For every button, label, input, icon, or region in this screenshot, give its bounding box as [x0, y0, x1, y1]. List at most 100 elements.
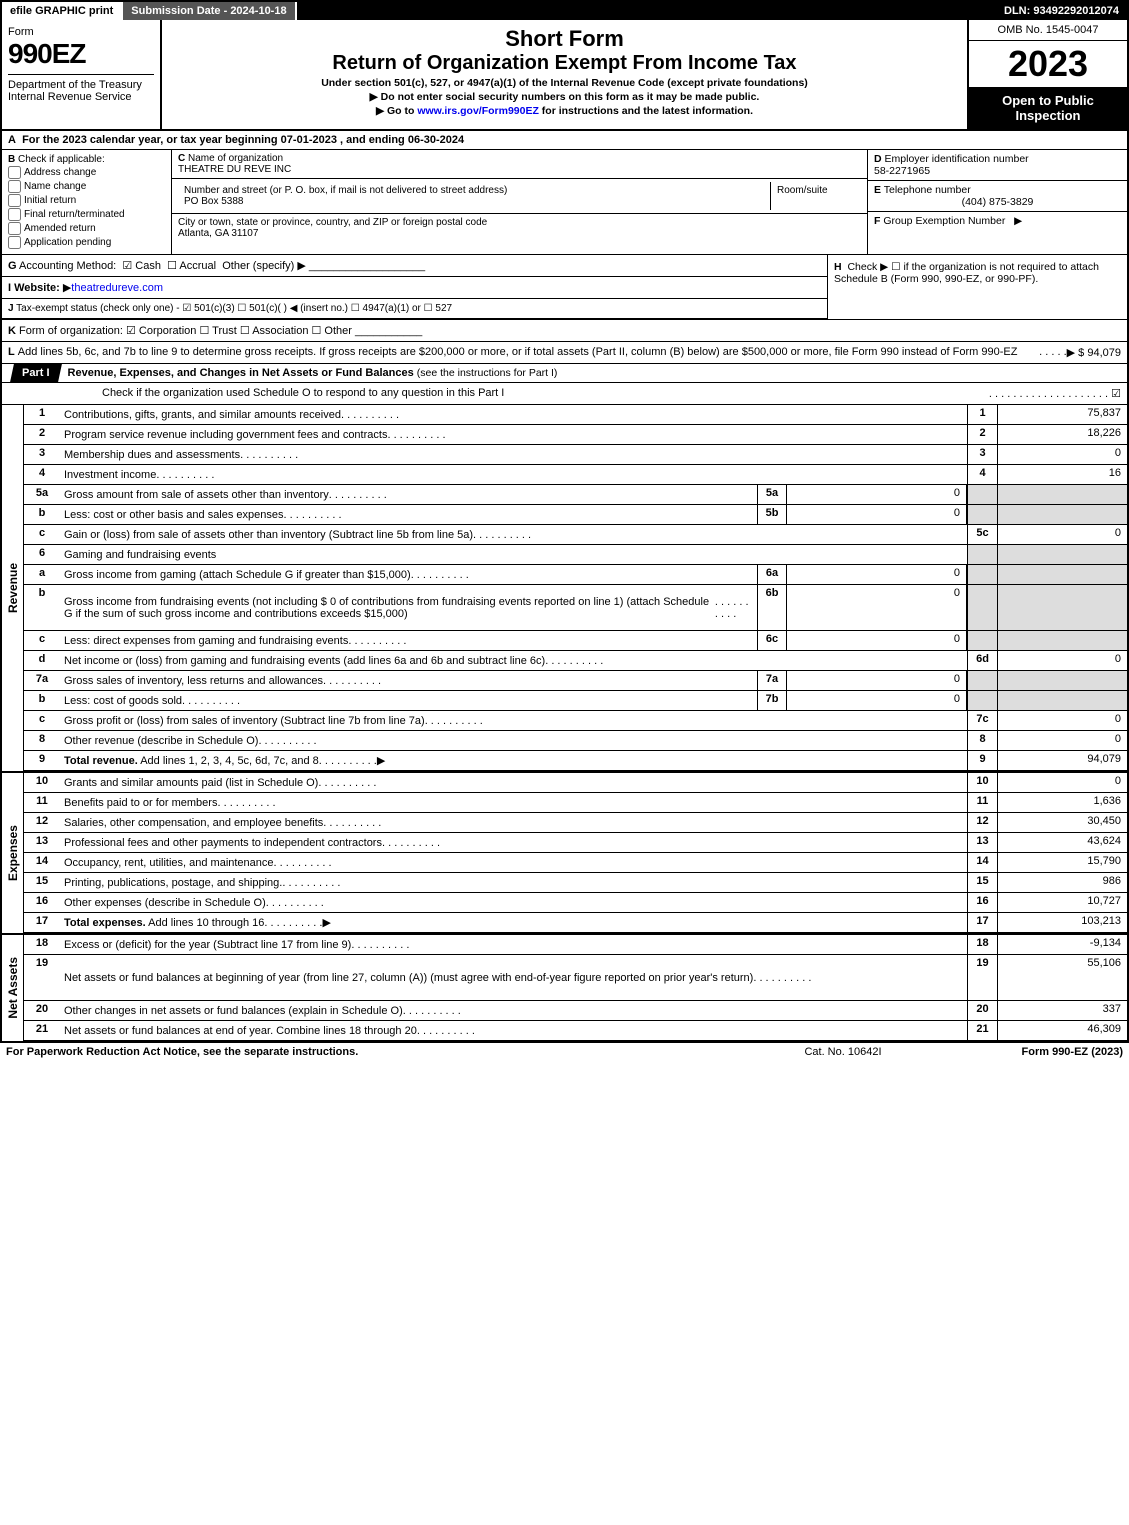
org-city: Atlanta, GA 31107	[178, 228, 258, 239]
value-11: 1,636	[997, 793, 1127, 812]
org-addr: PO Box 5388	[184, 196, 243, 207]
value-a	[997, 565, 1127, 584]
org-name: THEATRE DU REVE INC	[178, 164, 291, 175]
line-2: 2Program service revenue including gover…	[24, 425, 1127, 445]
value-7a	[997, 671, 1127, 690]
line-21: 21Net assets or fund balances at end of …	[24, 1021, 1127, 1041]
line-20: 20Other changes in net assets or fund ba…	[24, 1001, 1127, 1021]
line-12: 12Salaries, other compensation, and empl…	[24, 813, 1127, 833]
tax-year: 2023	[969, 41, 1127, 87]
value-b	[997, 585, 1127, 630]
footer: For Paperwork Reduction Act Notice, see …	[0, 1043, 1129, 1061]
value-c	[997, 631, 1127, 650]
value-20: 337	[997, 1001, 1127, 1020]
dept: Department of the Treasury Internal Reve…	[8, 74, 154, 103]
value-1: 75,837	[997, 405, 1127, 424]
open-inspection: Open to Public Inspection	[969, 87, 1127, 129]
line-15: 15Printing, publications, postage, and s…	[24, 873, 1127, 893]
value-12: 30,450	[997, 813, 1127, 832]
value-4: 16	[997, 465, 1127, 484]
line-c: cGain or (loss) from sale of assets othe…	[24, 525, 1127, 545]
room-suite: Room/suite	[771, 182, 861, 210]
line-13: 13Professional fees and other payments t…	[24, 833, 1127, 853]
line-9: 9Total revenue. Add lines 1, 2, 3, 4, 5c…	[24, 751, 1127, 771]
ssn-warning: ▶ Do not enter social security numbers o…	[168, 91, 961, 103]
value-5a	[997, 485, 1127, 504]
value-17: 103,213	[997, 913, 1127, 932]
under-section: Under section 501(c), 527, or 4947(a)(1)…	[168, 77, 961, 89]
revenue-section: Revenue 1Contributions, gifts, grants, a…	[2, 405, 1127, 771]
line-4: 4Investment income . . . . . . . . . .41…	[24, 465, 1127, 485]
check-name-change[interactable]: Name change	[8, 180, 165, 193]
value-3: 0	[997, 445, 1127, 464]
form-header: Form 990EZ Department of the Treasury In…	[2, 20, 1127, 131]
line-d: dNet income or (loss) from gaming and fu…	[24, 651, 1127, 671]
value-21: 46,309	[997, 1021, 1127, 1040]
line-19: 19Net assets or fund balances at beginni…	[24, 955, 1127, 1001]
line-14: 14Occupancy, rent, utilities, and mainte…	[24, 853, 1127, 873]
phone: (404) 875-3829	[874, 196, 1121, 208]
efile-print[interactable]: efile GRAPHIC print	[2, 2, 123, 20]
value-15: 986	[997, 873, 1127, 892]
check-address-change[interactable]: Address change	[8, 166, 165, 179]
line-a: aGross income from gaming (attach Schedu…	[24, 565, 1127, 585]
line-7a: 7aGross sales of inventory, less returns…	[24, 671, 1127, 691]
line-8: 8Other revenue (describe in Schedule O) …	[24, 731, 1127, 751]
short-form: Short Form	[168, 26, 961, 52]
value-18: -9,134	[997, 935, 1127, 954]
value-6	[997, 545, 1127, 564]
line-H: H Check ▶ ☐ if the organization is not r…	[827, 255, 1127, 319]
value-10: 0	[997, 773, 1127, 792]
line-b: bGross income from fundraising events (n…	[24, 585, 1127, 631]
line-1: 1Contributions, gifts, grants, and simil…	[24, 405, 1127, 425]
form-container: efile GRAPHIC print Submission Date - 20…	[0, 0, 1129, 1043]
form-number: 990EZ	[8, 38, 154, 70]
line-6: 6Gaming and fundraising events	[24, 545, 1127, 565]
value-2: 18,226	[997, 425, 1127, 444]
check-amended-return[interactable]: Amended return	[8, 222, 165, 235]
value-b	[997, 691, 1127, 710]
line-10: 10Grants and similar amounts paid (list …	[24, 773, 1127, 793]
paperwork-notice: For Paperwork Reduction Act Notice, see …	[6, 1046, 804, 1058]
part-I-header: Part I Revenue, Expenses, and Changes in…	[2, 364, 1127, 383]
expenses-label: Expenses	[6, 825, 20, 881]
line-5a: 5aGross amount from sale of assets other…	[24, 485, 1127, 505]
line-16: 16Other expenses (describe in Schedule O…	[24, 893, 1127, 913]
line-I: I Website: ▶theatredureve.com	[2, 277, 827, 299]
form-ref: Form 990-EZ (2023)	[1022, 1046, 1123, 1058]
value-19: 55,106	[997, 955, 1127, 1000]
line-K: K Form of organization: ☑ Corporation ☐ …	[2, 320, 1127, 342]
value-14: 15,790	[997, 853, 1127, 872]
col-B: B Check if applicable: Address changeNam…	[2, 150, 172, 254]
value-16: 10,727	[997, 893, 1127, 912]
value-d: 0	[997, 651, 1127, 670]
value-c: 0	[997, 711, 1127, 730]
value-b	[997, 505, 1127, 524]
website-link[interactable]: theatredureve.com	[71, 282, 163, 294]
line-G: G Accounting Method: ☑ Cash ☐ Accrual Ot…	[2, 255, 827, 277]
line-3: 3Membership dues and assessments . . . .…	[24, 445, 1127, 465]
line-18: 18Excess or (deficit) for the year (Subt…	[24, 935, 1127, 955]
line-b: bLess: cost of goods sold . . . . . . . …	[24, 691, 1127, 711]
line-11: 11Benefits paid to or for members . . . …	[24, 793, 1127, 813]
gross-receipts: ▶ $ 94,079	[1067, 346, 1121, 359]
omb: OMB No. 1545-0047	[969, 20, 1127, 41]
check-final-return-terminated[interactable]: Final return/terminated	[8, 208, 165, 221]
submission-date: Submission Date - 2024-10-18	[123, 2, 296, 20]
value-c: 0	[997, 525, 1127, 544]
col-DEF: D Employer identification number58-22719…	[867, 150, 1127, 254]
value-9: 94,079	[997, 751, 1127, 770]
col-C: C Name of organizationTHEATRE DU REVE IN…	[172, 150, 867, 254]
return-title: Return of Organization Exempt From Incom…	[168, 52, 961, 75]
line-b: bLess: cost or other basis and sales exp…	[24, 505, 1127, 525]
line-c: cGross profit or (loss) from sales of in…	[24, 711, 1127, 731]
check-initial-return[interactable]: Initial return	[8, 194, 165, 207]
line-17: 17Total expenses. Add lines 10 through 1…	[24, 913, 1127, 933]
value-13: 43,624	[997, 833, 1127, 852]
expenses-section: Expenses 10Grants and similar amounts pa…	[2, 771, 1127, 933]
goto-link[interactable]: www.irs.gov/Form990EZ	[417, 105, 539, 117]
cat-no: Cat. No. 10642I	[804, 1046, 881, 1058]
line-A: A For the 2023 calendar year, or tax yea…	[2, 131, 1127, 150]
top-bar: efile GRAPHIC print Submission Date - 20…	[2, 2, 1127, 20]
check-application-pending[interactable]: Application pending	[8, 236, 165, 249]
